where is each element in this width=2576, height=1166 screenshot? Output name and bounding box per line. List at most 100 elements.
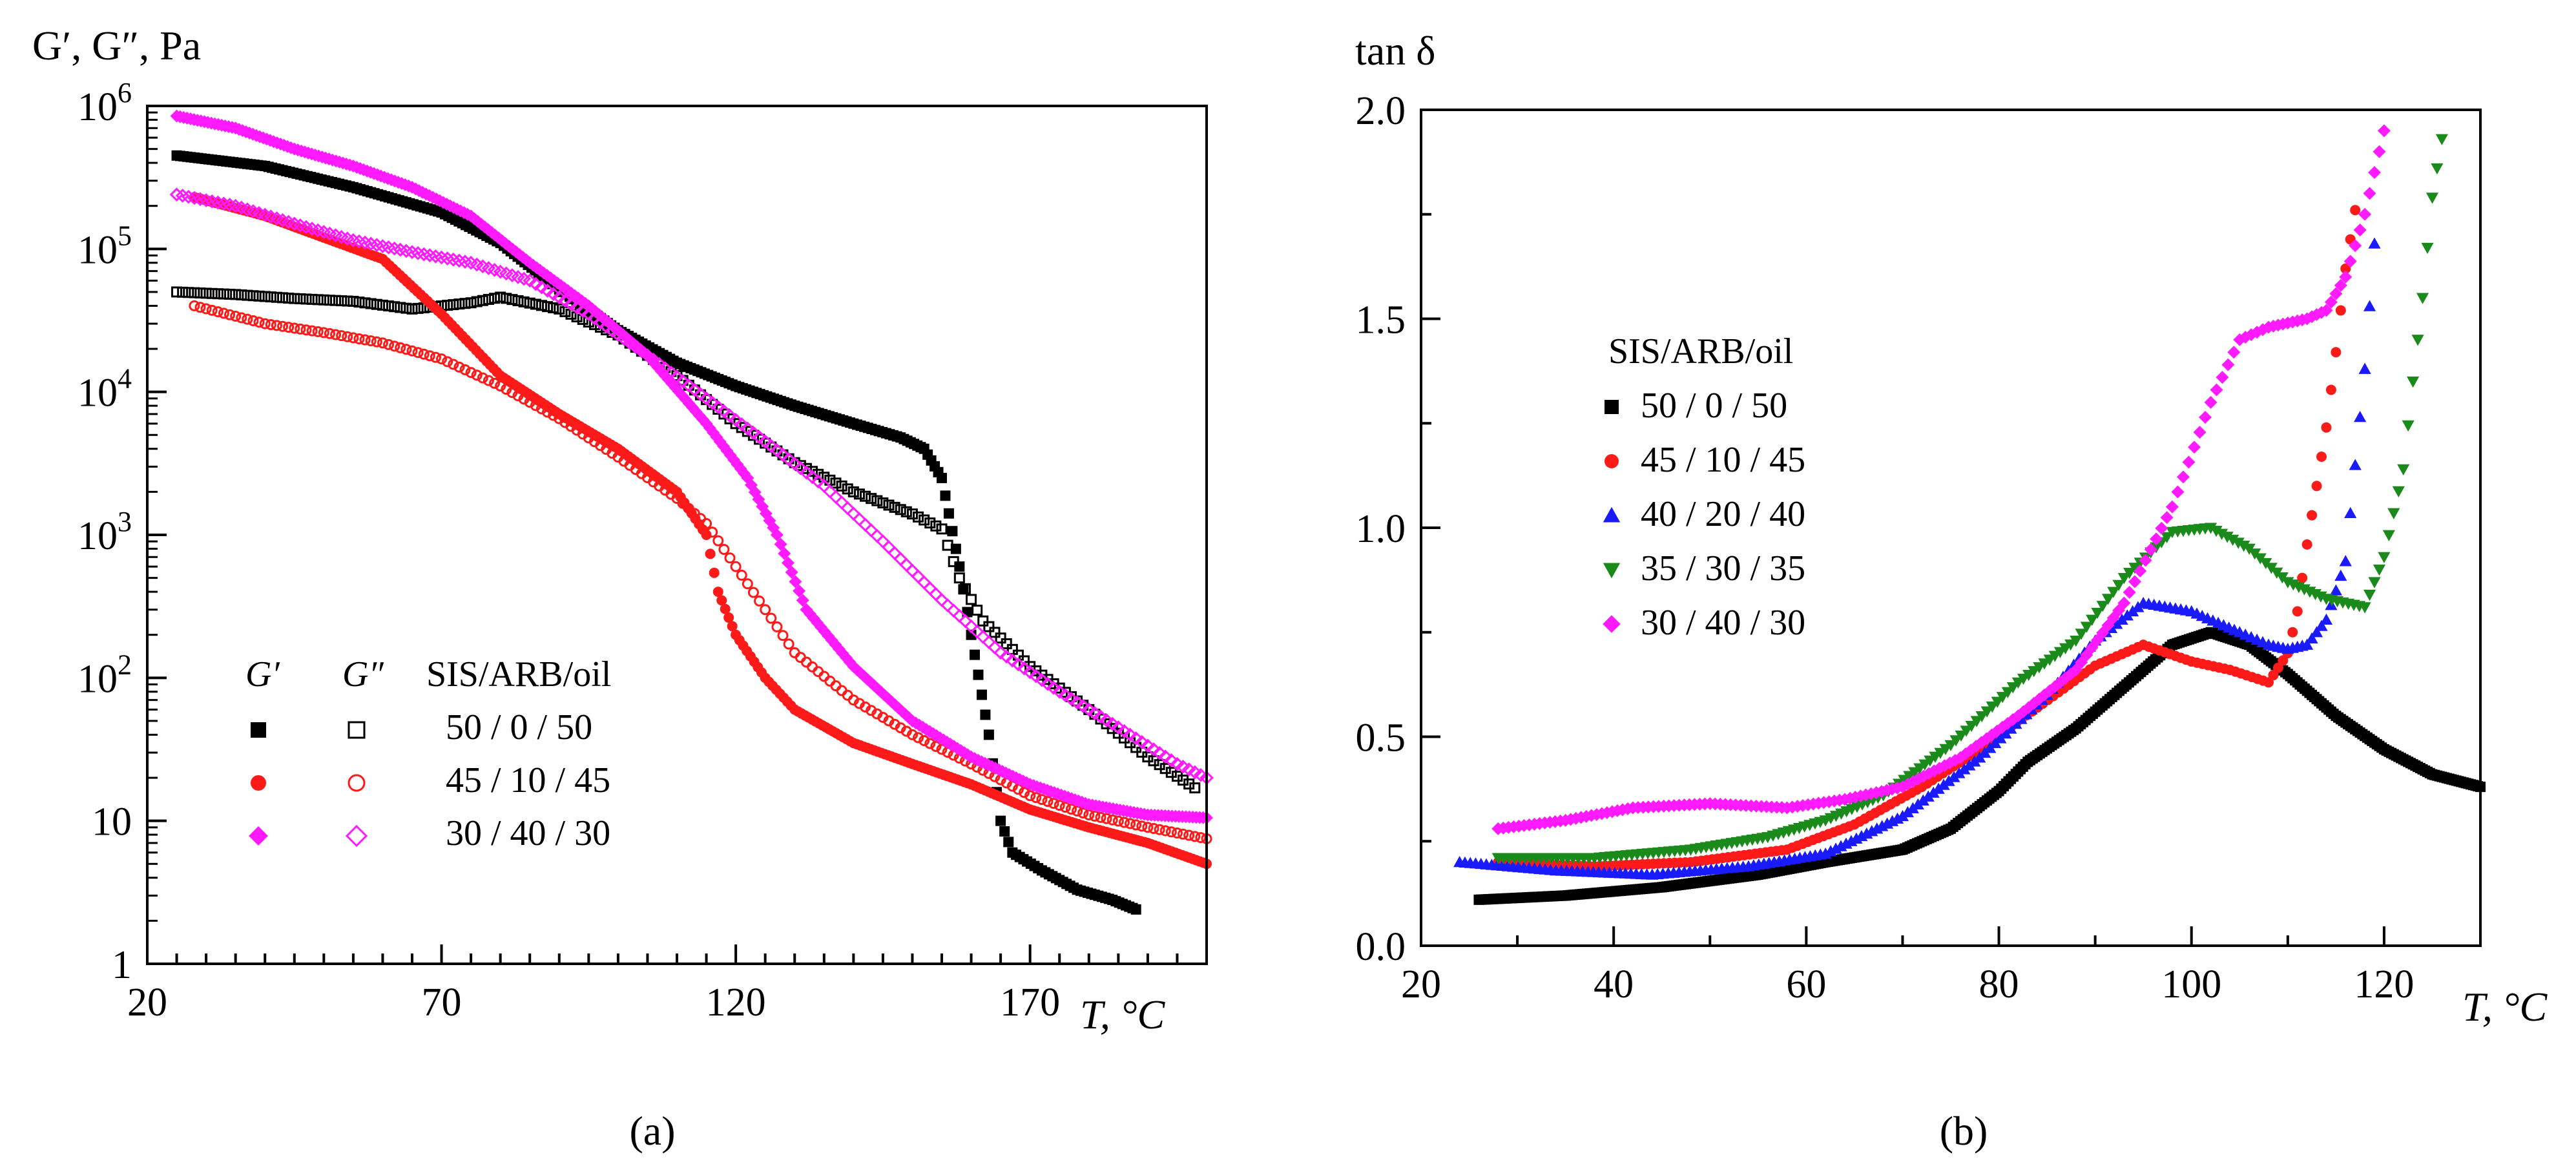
chart-a-point — [701, 530, 712, 540]
chart-a-point — [395, 302, 406, 313]
chart-b-xtick-labels: 20 40 60 80 100 120 — [1401, 963, 2414, 1006]
chart-a-point — [1117, 724, 1132, 738]
chart-a-point — [782, 452, 796, 466]
chart-a-point — [1023, 665, 1037, 680]
chart-a-ytick-label: 106 — [78, 77, 132, 129]
chart-a-point — [1001, 638, 1012, 650]
chart-a-point — [658, 361, 672, 376]
chart-a-point — [512, 295, 524, 306]
chart-a-plot-frame — [146, 105, 1208, 965]
chart-a-point — [770, 443, 784, 458]
chart-a-series — [169, 109, 1214, 915]
chart-a-point — [793, 461, 808, 475]
panel-b-label: (b) — [1940, 1108, 1988, 1154]
chart-b-point — [2144, 543, 2157, 556]
chart-a-point — [771, 621, 783, 632]
chart-a-point — [729, 413, 743, 427]
chart-a-ylabel: G′, G″, Pa — [32, 23, 201, 68]
chart-a-point — [712, 587, 723, 598]
chart-b-point — [1944, 740, 1957, 752]
chart-a-point — [876, 534, 890, 548]
chart-a-point — [1141, 738, 1155, 753]
chart-a-point — [442, 356, 453, 368]
chart-a-point — [300, 324, 312, 336]
chart-a-point — [664, 365, 678, 380]
chart-a-point — [559, 306, 571, 317]
chart-b-point — [2160, 511, 2174, 525]
chart-a-point — [1028, 669, 1043, 683]
chart-b-point — [2301, 539, 2312, 550]
chart-a-point — [1094, 709, 1108, 724]
chart-b-point — [2353, 224, 2367, 237]
chart-a-point — [558, 293, 572, 308]
chart-a-point — [548, 302, 559, 314]
legend-a-header-gpp: G″ — [342, 654, 384, 694]
legend-a-marker-gpp — [348, 721, 366, 739]
chart-a-point — [758, 434, 773, 449]
chart-b-point — [2001, 687, 2014, 698]
chart-a-point — [936, 523, 948, 535]
legend-b-marker — [1603, 615, 1621, 633]
legend-b-entry-2: 45 / 10 / 45 — [1641, 440, 1805, 480]
chart-a-point — [406, 345, 418, 357]
chart-a-point — [535, 403, 547, 415]
chart-a-point — [495, 380, 506, 392]
chart-b-point — [2324, 295, 2338, 309]
chart-a-point — [546, 287, 561, 302]
chart-b-point — [2278, 655, 2289, 666]
chart-a-point — [534, 280, 549, 295]
chart-a-point — [259, 291, 271, 302]
chart-a-point — [717, 404, 731, 419]
chart-a-point — [530, 298, 541, 310]
chart-a-point — [1003, 837, 1014, 848]
chart-a-point — [785, 565, 798, 579]
chart-a-point — [1101, 813, 1112, 824]
legend-b-entry-5: 30 / 40 / 30 — [1641, 603, 1805, 643]
chart-a-ytick-label: 104 — [78, 363, 132, 415]
chart-b-point — [2117, 572, 2130, 585]
chart-b-xtick-label: 120 — [2354, 963, 2414, 1006]
chart-a-point — [1065, 804, 1077, 815]
chart-a-point — [289, 293, 300, 304]
chart-a-point — [576, 304, 590, 318]
chart-a-point — [718, 543, 730, 555]
chart-a-point — [720, 603, 731, 614]
chart-b-point — [2329, 584, 2342, 596]
chart-a-point — [783, 638, 795, 650]
chart-a-point — [982, 635, 996, 649]
chart-b-series — [1453, 124, 2486, 905]
chart-a-point — [707, 526, 718, 538]
chart-a-point — [936, 744, 948, 755]
chart-a-point — [277, 292, 289, 304]
chart-a-legend: G′ G″ SIS/ARB/oil 50 / 0 / 50 45 / 10 / … — [245, 654, 611, 853]
chart-b-point — [2227, 534, 2239, 547]
chart-b-point — [2134, 564, 2147, 578]
chart-b-series-4 — [1491, 134, 2448, 864]
chart-a-series-6 — [169, 187, 1214, 785]
chart-a-point — [1036, 794, 1048, 806]
chart-b-point — [2358, 362, 2371, 374]
chart-a-point — [1152, 745, 1167, 760]
chart-b-point — [2358, 602, 2371, 614]
chart-b-point — [2402, 420, 2415, 432]
chart-b-point — [2421, 242, 2434, 255]
chart-b-point — [2335, 305, 2346, 316]
chart-a-point — [295, 323, 306, 335]
chart-a-point — [183, 287, 194, 298]
chart-a-point — [593, 315, 608, 329]
chart-a-point — [587, 311, 602, 326]
chart-a-point — [342, 331, 353, 342]
chart-a-point — [763, 439, 778, 453]
chart-b-point — [1991, 696, 2004, 708]
chart-b-point — [1996, 692, 2009, 703]
chart-a-point — [807, 466, 818, 477]
chart-a-point — [1148, 823, 1159, 835]
chart-a-point — [324, 328, 335, 339]
chart-a-point — [795, 460, 806, 472]
chart-a-point — [1099, 713, 1114, 727]
chart-a-point — [177, 286, 189, 298]
chart-a-point — [966, 629, 977, 640]
chart-b-point — [2150, 542, 2163, 554]
chart-b-point — [2354, 410, 2367, 422]
chart-a-point — [1075, 699, 1090, 713]
